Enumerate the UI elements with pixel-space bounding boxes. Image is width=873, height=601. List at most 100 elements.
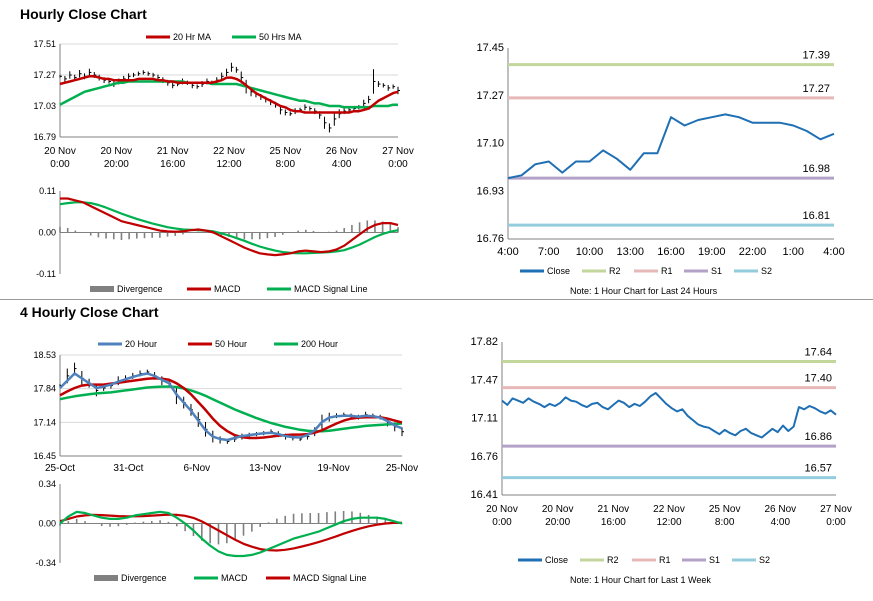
hourly-section-title: Hourly Close Chart	[20, 6, 147, 22]
hourly_pivot-ytick-label: 16.93	[476, 185, 504, 197]
four_hourly_price-ytick-label: 17.84	[33, 384, 56, 394]
four_hourly_price-xtick-label: 25-Oct	[45, 463, 75, 474]
weekly_pivot-ytick-label: 17.47	[470, 374, 498, 386]
weekly_pivot-level-r2-label: 17.64	[804, 347, 832, 359]
four-hourly-macd-legend-divergence-swatch	[94, 575, 118, 581]
hourly-legend-ma20-label: 20 Hr MA	[173, 32, 211, 42]
weekly_pivot-legend-s1-label: S1	[709, 555, 720, 565]
hourly_pivot-legend-s1-label: S1	[711, 266, 722, 276]
hourly_price-ytick-label: 17.51	[33, 39, 56, 49]
hourly_price-xtick-date: 21 Nov	[157, 146, 189, 157]
hourly_price-xtick-time: 16:00	[160, 159, 185, 170]
section-divider	[0, 299, 873, 300]
four_hourly_price-xtick-label: 13-Nov	[249, 463, 281, 474]
hourly_price-ma20-line	[59, 75, 399, 114]
hourly_pivot-level-r1-label: 17.27	[802, 83, 830, 95]
hourly_macd-macd-line	[60, 197, 399, 257]
four_hourly_price-xtick-label: 31-Oct	[113, 463, 143, 474]
four-hourly-legend-50h-label: 50 Hour	[215, 339, 247, 349]
weekly_pivot-level-r1-label: 17.40	[804, 373, 832, 385]
hourly_price-ma50-line	[59, 80, 398, 109]
hourly-macd-legend-divergence-swatch	[90, 286, 114, 292]
hourly_pivot-xtick-label: 4:00	[497, 246, 518, 258]
four-hourly-macd-legend-signal-label: MACD Signal Line	[293, 573, 367, 583]
four-hourly-section-title: 4 Hourly Close Chart	[20, 304, 159, 320]
weekly_pivot-legend-s2-label: S2	[759, 555, 770, 565]
hourly_pivot-xtick-label: 19:00	[698, 246, 726, 258]
weekly_pivot-xtick-time: 12:00	[656, 517, 681, 528]
hourly_pivot-ytick-label: 17.10	[476, 138, 504, 150]
hourly_price-xtick-date: 20 Nov	[44, 146, 76, 157]
hourly_pivot-legend-s2-label: S2	[761, 266, 772, 276]
hourly_price-xtick-time: 12:00	[216, 159, 241, 170]
weekly_pivot-xtick-date: 25 Nov	[709, 504, 741, 515]
four_hourly_price-ytick-label: 17.14	[33, 417, 56, 427]
weekly_pivot-xtick-date: 20 Nov	[542, 504, 574, 515]
hourly_pivot-xtick-label: 1:00	[783, 246, 804, 258]
hourly_macd-ytick-label: 0.11	[39, 186, 56, 196]
hourly_price-xtick-date: 27 Nov	[382, 146, 414, 157]
hourly_pivot-ytick-label: 16.76	[476, 233, 504, 245]
weekly_pivot-xtick-date: 26 Nov	[764, 504, 796, 515]
four_hourly_price-ma20-line	[59, 372, 403, 442]
weekly_pivot-legend-r1-label: R1	[659, 555, 671, 565]
four_hourly_price-xtick-label: 25-Nov	[386, 463, 418, 474]
weekly_pivot-xtick-date: 21 Nov	[597, 504, 629, 515]
weekly_pivot-xtick-time: 16:00	[601, 517, 626, 528]
hourly_price-xtick-date: 25 Nov	[269, 146, 301, 157]
four_hourly_macd-macd-line	[59, 510, 403, 558]
weekly_pivot-level-s1-label: 16.86	[804, 431, 832, 443]
weekly-pivot-note: Note: 1 Hour Chart for Last 1 Week	[570, 575, 711, 585]
hourly-macd-legend-divergence-label: Divergence	[117, 284, 163, 294]
four_hourly_macd-ytick-label: -0.34	[35, 558, 56, 568]
hourly_pivot-close-line	[507, 113, 835, 180]
weekly_pivot-legend-r2-label: R2	[607, 555, 619, 565]
hourly_pivot-legend-r2-label: R2	[609, 266, 621, 276]
hourly-macd-legend-signal-label: MACD Signal Line	[294, 284, 368, 294]
hourly_pivot-ytick-label: 17.45	[476, 42, 504, 54]
hourly_price-xtick-time: 8:00	[276, 159, 296, 170]
hourly_macd-ytick-label: 0.00	[38, 228, 56, 238]
weekly_pivot-xtick-time: 20:00	[545, 517, 570, 528]
four_hourly_macd-ytick-label: 0.00	[38, 519, 56, 529]
weekly_pivot-xtick-date: 20 Nov	[486, 504, 518, 515]
weekly_pivot-legend-close-label: Close	[545, 555, 568, 565]
hourly_pivot-xtick-label: 10:00	[576, 246, 604, 258]
weekly_pivot-close-line	[501, 392, 837, 439]
hourly_pivot-level-r2-label: 17.39	[802, 50, 830, 62]
four_hourly_price-ytick-label: 16.45	[33, 451, 56, 461]
hourly_pivot-legend-r1-label: R1	[661, 266, 673, 276]
hourly_price-xtick-time: 0:00	[50, 159, 70, 170]
four-hourly-legend-20h-label: 20 Hour	[125, 339, 157, 349]
four-hourly-macd-legend-macd-label: MACD	[221, 573, 248, 583]
hourly_price-xtick-date: 20 Nov	[100, 146, 132, 157]
four-hourly-legend-200h-label: 200 Hour	[301, 339, 338, 349]
hourly_price-ytick-label: 16.79	[33, 132, 56, 142]
hourly-pivot-note: Note: 1 Hour Chart for Last 24 Hours	[570, 286, 718, 296]
weekly_pivot-ytick-label: 16.41	[470, 489, 498, 501]
hourly_price-xtick-date: 22 Nov	[213, 146, 245, 157]
hourly_pivot-legend-close-label: Close	[547, 266, 570, 276]
four_hourly_macd-signal-line	[59, 513, 402, 552]
hourly_pivot-xtick-label: 22:00	[739, 246, 767, 258]
weekly_pivot-xtick-date: 22 Nov	[653, 504, 685, 515]
hourly_pivot-level-s1-label: 16.98	[802, 163, 830, 175]
hourly_pivot-xtick-label: 7:00	[538, 246, 559, 258]
hourly_macd-signal-line	[59, 201, 399, 255]
four_hourly_price-xtick-label: 19-Nov	[317, 463, 349, 474]
hourly_price-xtick-time: 0:00	[388, 159, 408, 170]
hourly_price-xtick-date: 26 Nov	[326, 146, 358, 157]
hourly_pivot-ytick-label: 17.27	[476, 90, 504, 102]
weekly_pivot-level-s2-label: 16.57	[804, 463, 832, 475]
hourly-legend-ma50-label: 50 Hrs MA	[259, 32, 302, 42]
weekly_pivot-xtick-time: 0:00	[492, 517, 512, 528]
weekly_pivot-ytick-label: 16.76	[470, 451, 498, 463]
four-hourly-macd-legend-divergence-label: Divergence	[121, 573, 167, 583]
weekly_pivot-xtick-time: 8:00	[715, 517, 735, 528]
hourly_macd-ytick-label: -0.11	[36, 269, 56, 279]
hourly_pivot-xtick-label: 13:00	[616, 246, 644, 258]
hourly_price-ytick-label: 17.27	[33, 70, 56, 80]
weekly_pivot-xtick-time: 4:00	[771, 517, 791, 528]
four_hourly_price-ytick-label: 18.53	[33, 350, 56, 360]
